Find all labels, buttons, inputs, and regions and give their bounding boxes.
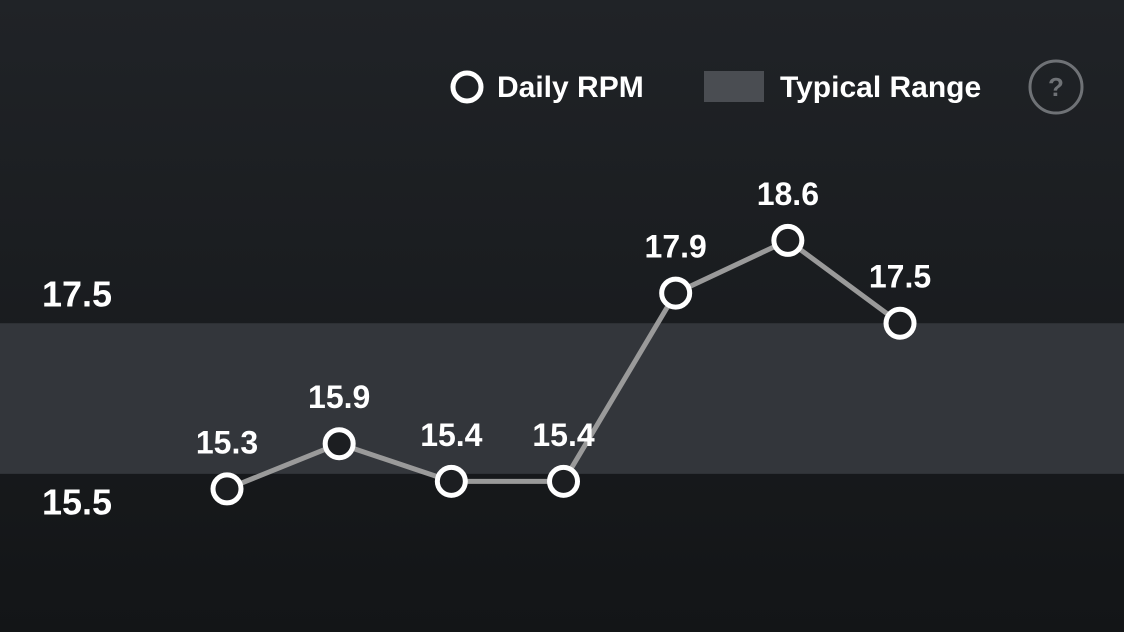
data-point — [322, 427, 356, 461]
data-label: 15.4 — [532, 417, 594, 453]
data-label: 15.9 — [308, 379, 370, 415]
data-label: 15.3 — [196, 424, 258, 460]
help-button[interactable] — [1028, 59, 1084, 115]
data-point — [771, 223, 805, 257]
data-point — [659, 276, 693, 310]
legend-marker — [450, 70, 484, 104]
help-button-label[interactable]: ? — [1048, 72, 1064, 102]
legend-swatch — [704, 71, 764, 102]
y-tick-label: 15.5 — [42, 481, 112, 522]
typical-range-band — [0, 323, 1124, 474]
data-point — [434, 464, 468, 498]
data-label: 18.6 — [757, 176, 819, 212]
legend-label: Typical Range — [780, 71, 981, 104]
data-label: 15.4 — [420, 417, 482, 453]
data-point — [210, 472, 244, 506]
data-point — [547, 464, 581, 498]
data-label: 17.5 — [869, 259, 931, 295]
data-label: 17.9 — [645, 229, 707, 265]
y-tick-label: 17.5 — [42, 274, 112, 315]
legend-label: Daily RPM — [497, 71, 644, 104]
data-point — [883, 306, 917, 340]
